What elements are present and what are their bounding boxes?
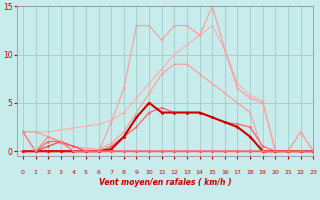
X-axis label: Vent moyen/en rafales ( km/h ): Vent moyen/en rafales ( km/h ) <box>99 178 231 187</box>
